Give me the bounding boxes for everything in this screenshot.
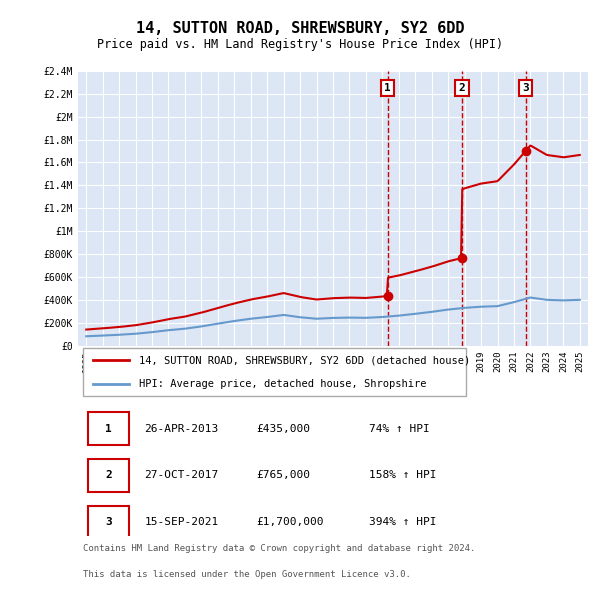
Text: 27-OCT-2017: 27-OCT-2017 bbox=[145, 470, 218, 480]
Text: 14, SUTTON ROAD, SHREWSBURY, SY2 6DD: 14, SUTTON ROAD, SHREWSBURY, SY2 6DD bbox=[136, 21, 464, 35]
FancyBboxPatch shape bbox=[88, 506, 129, 539]
Text: 26-APR-2013: 26-APR-2013 bbox=[145, 424, 218, 434]
Text: £1,700,000: £1,700,000 bbox=[257, 517, 324, 527]
Text: £435,000: £435,000 bbox=[257, 424, 311, 434]
Text: £765,000: £765,000 bbox=[257, 470, 311, 480]
FancyBboxPatch shape bbox=[88, 412, 129, 445]
Text: 2: 2 bbox=[458, 83, 465, 93]
Text: 3: 3 bbox=[522, 83, 529, 93]
Text: 158% ↑ HPI: 158% ↑ HPI bbox=[368, 470, 436, 480]
Text: 1: 1 bbox=[105, 424, 112, 434]
Text: Contains HM Land Registry data © Crown copyright and database right 2024.: Contains HM Land Registry data © Crown c… bbox=[83, 545, 475, 553]
Text: 14, SUTTON ROAD, SHREWSBURY, SY2 6DD (detached house): 14, SUTTON ROAD, SHREWSBURY, SY2 6DD (de… bbox=[139, 355, 470, 365]
Text: 3: 3 bbox=[105, 517, 112, 527]
Text: 74% ↑ HPI: 74% ↑ HPI bbox=[368, 424, 430, 434]
Text: 2: 2 bbox=[105, 470, 112, 480]
FancyBboxPatch shape bbox=[88, 459, 129, 492]
Text: This data is licensed under the Open Government Licence v3.0.: This data is licensed under the Open Gov… bbox=[83, 570, 411, 579]
Text: Price paid vs. HM Land Registry's House Price Index (HPI): Price paid vs. HM Land Registry's House … bbox=[97, 38, 503, 51]
Text: HPI: Average price, detached house, Shropshire: HPI: Average price, detached house, Shro… bbox=[139, 379, 427, 389]
Text: 1: 1 bbox=[384, 83, 391, 93]
Text: 394% ↑ HPI: 394% ↑ HPI bbox=[368, 517, 436, 527]
Text: 15-SEP-2021: 15-SEP-2021 bbox=[145, 517, 218, 527]
FancyBboxPatch shape bbox=[83, 348, 466, 396]
